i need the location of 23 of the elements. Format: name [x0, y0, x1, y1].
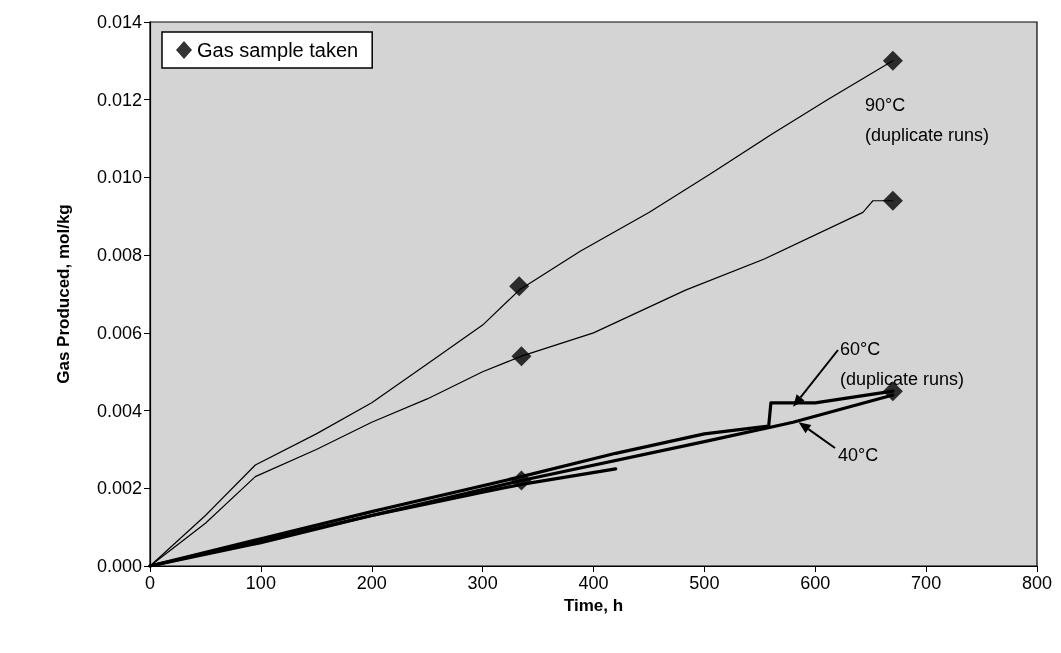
- y-tick-label: 0.008: [96, 245, 142, 266]
- y-tick-label: 0.010: [96, 167, 142, 188]
- annotation: 40°C: [838, 445, 879, 465]
- legend-label: Gas sample taken: [197, 39, 359, 61]
- annotation: 90°C (duplicate runs): [865, 95, 990, 145]
- y-tick-label: 0.002: [96, 478, 142, 499]
- x-tick-label: 200: [356, 573, 387, 593]
- x-axis-title: Time, h: [563, 595, 624, 615]
- x-tick-label: 100: [245, 573, 276, 593]
- x-tick-label: 0: [144, 573, 156, 593]
- x-tick-label: 400: [578, 573, 609, 593]
- y-tick-label: 0.014: [96, 12, 142, 32]
- y-tick-label: 0.006: [96, 322, 142, 343]
- y-tick-label: 0.000: [96, 556, 142, 576]
- x-tick-label: 800: [1021, 573, 1053, 593]
- y-axis-title: Gas Produced, mol/kg: [54, 204, 73, 384]
- y-tick-label: 0.012: [96, 89, 142, 110]
- x-tick-label: 500: [689, 573, 720, 593]
- annotation: 60°C (duplicate runs): [840, 339, 965, 389]
- x-tick-label: 600: [800, 573, 831, 593]
- x-tick-label: 300: [467, 573, 498, 593]
- y-tick-label: 0.004: [96, 400, 142, 421]
- x-tick-label: 700: [911, 573, 942, 593]
